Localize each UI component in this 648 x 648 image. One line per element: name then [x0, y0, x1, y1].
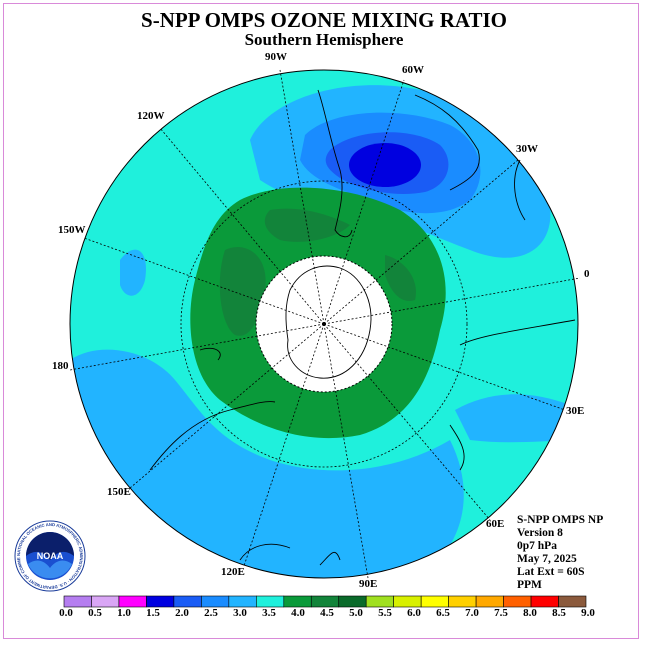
info-version: Version 8: [517, 527, 563, 539]
colorbar-swatch: [310, 595, 340, 608]
colorbar-label: 0.0: [59, 607, 73, 619]
lon-label-120w: 120W: [137, 110, 165, 122]
colorbar-swatch: [365, 595, 394, 608]
colorbar-swatch: [475, 595, 504, 608]
colorbar-swatch: [558, 595, 587, 608]
info-pressure: 0p7 hPa: [517, 540, 557, 552]
colorbar-swatch: [503, 595, 532, 608]
colorbar-label: 0.5: [88, 607, 102, 619]
colorbar-label: 5.0: [349, 607, 363, 619]
colorbar-swatch: [63, 595, 92, 608]
lon-label-120e: 120E: [221, 566, 245, 578]
colorbar-swatch: [420, 595, 449, 608]
lon-label-30w: 30W: [516, 143, 538, 155]
map-border: [69, 69, 579, 579]
colorbar-swatch: [118, 595, 147, 608]
noaa-logo: NATIONAL OCEANIC AND ATMOSPHERIC ADMINIS…: [14, 520, 86, 592]
lon-label-60w: 60W: [402, 64, 424, 76]
field-3.0-east: [455, 394, 578, 443]
colorbar-swatch: [146, 595, 175, 608]
colorbar-label: 9.0: [581, 607, 595, 619]
colorbar-swatch: [256, 595, 285, 608]
field-4.5-c: [385, 255, 416, 301]
colorbar-label: 5.5: [378, 607, 392, 619]
map-subtitle: Southern Hemisphere: [244, 30, 404, 49]
colorbar-label: 1.5: [146, 607, 160, 619]
colorbar-label: 2.5: [204, 607, 218, 619]
colorbar-label: 4.0: [291, 607, 305, 619]
colorbar-label: 8.5: [552, 607, 566, 619]
lon-label-60e: 60E: [486, 518, 505, 530]
colorbar-swatch: [283, 595, 312, 608]
colorbar-swatch: [201, 595, 230, 608]
field-4.5-a: [264, 208, 350, 242]
info-date: May 7, 2025: [517, 553, 577, 565]
south-pole: [322, 322, 326, 326]
lon-label-90w: 90W: [265, 51, 287, 63]
lat-circle-inner: [180, 180, 468, 468]
colorbar-label: 4.5: [320, 607, 334, 619]
lon-label-30e: 30E: [566, 405, 585, 417]
colorbar-label: 7.5: [494, 607, 508, 619]
colorbar-label: 6.0: [407, 607, 421, 619]
noaa-logo-text: NOAA: [37, 551, 64, 561]
colorbar-label: 2.0: [175, 607, 189, 619]
lon-label-180: 180: [52, 360, 69, 372]
lon-label-0: 0: [584, 268, 590, 280]
field-1.5: [349, 143, 421, 187]
field-3.0-west: [120, 249, 146, 296]
map-title: S-NPP OMPS OZONE MIXING RATIO: [141, 8, 507, 32]
colorbar-swatch: [91, 595, 120, 608]
coastlines: [149, 89, 576, 566]
colorbar-swatch: [338, 595, 367, 608]
colorbar-label: 7.0: [465, 607, 479, 619]
colorbar-label: 1.0: [117, 607, 131, 619]
colorbar: [63, 595, 587, 608]
colorbar-label: 3.0: [233, 607, 247, 619]
colorbar-swatch: [393, 595, 422, 608]
lon-label-150w: 150W: [58, 224, 86, 236]
lon-label-150e: 150E: [107, 486, 131, 498]
colorbar-swatch: [448, 595, 477, 608]
figure-frame: [3, 3, 639, 639]
lon-label-90e: 90E: [359, 578, 378, 590]
colorbar-swatch: [228, 595, 257, 608]
meridians: [69, 69, 581, 579]
field-4.5-b: [219, 246, 266, 336]
info-block: S-NPP OMPS NP Version 8 0p7 hPa May 7, 2…: [517, 514, 603, 592]
colorbar-label: 8.0: [523, 607, 537, 619]
info-lat-ext: Lat Ext = 60S: [517, 566, 585, 578]
colorbar-label: 3.5: [262, 607, 276, 619]
info-units: PPM: [517, 579, 542, 591]
colorbar-label: 6.5: [436, 607, 450, 619]
info-instrument: S-NPP OMPS NP: [517, 514, 604, 526]
colorbar-swatch: [530, 595, 559, 608]
colorbar-swatch: [173, 595, 202, 608]
